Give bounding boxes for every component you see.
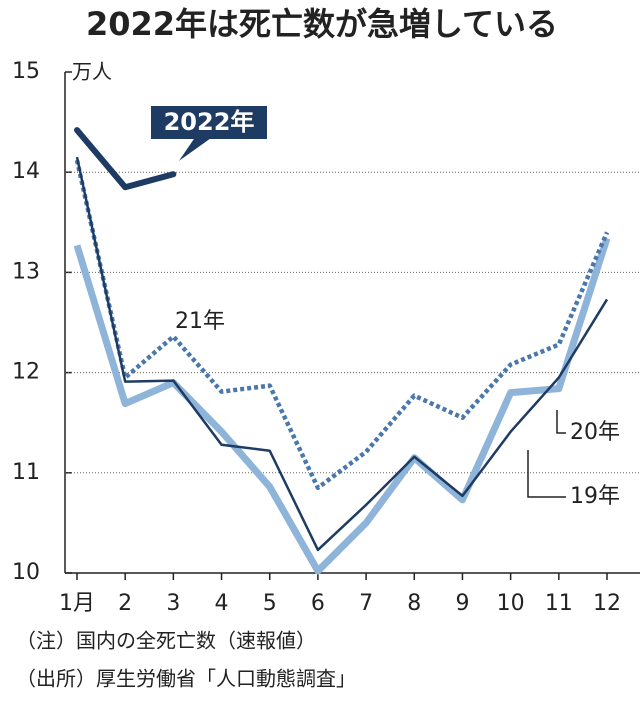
x-tick-label: 2 <box>118 591 132 616</box>
series-line <box>75 156 609 552</box>
x-tick-label: 9 <box>455 591 469 616</box>
note: （注）国内の全死亡数（速報値） <box>16 629 316 653</box>
y-tick-label: 14 <box>12 159 40 184</box>
y-tick-label: 13 <box>12 259 40 284</box>
series-label: 21年 <box>175 309 225 334</box>
x-tick-label: 3 <box>166 591 180 616</box>
x-tick-label: 11 <box>545 591 573 616</box>
x-tick-label: 8 <box>407 591 421 616</box>
chart-title: 2022年は死亡数が急増している <box>86 5 558 43</box>
x-tick-label: 6 <box>311 591 325 616</box>
x-tick-label: 10 <box>497 591 525 616</box>
series-label: 2022年 <box>164 108 255 136</box>
series-label: 20年 <box>570 420 620 445</box>
y-tick-label: 12 <box>12 360 40 385</box>
series-label: 19年 <box>570 484 620 509</box>
x-tick-label: 7 <box>359 591 373 616</box>
series-line <box>74 159 610 491</box>
x-tick-label: 1月 <box>59 591 95 616</box>
series-line <box>74 127 177 191</box>
x-tick-label: 5 <box>263 591 277 616</box>
y-tick-label: 11 <box>12 460 40 485</box>
leader-line <box>556 410 566 434</box>
x-tick-label: 12 <box>593 591 621 616</box>
y-tick-label: 15 <box>12 59 40 84</box>
series-line <box>73 237 611 575</box>
y-tick-label: 10 <box>12 560 40 585</box>
leader-line <box>527 450 566 498</box>
y-unit: 万人 <box>72 60 112 84</box>
label-box <box>149 104 269 166</box>
x-tick-label: 4 <box>215 591 229 616</box>
note: （出所）厚生労働省「人口動態調査」 <box>16 667 356 691</box>
